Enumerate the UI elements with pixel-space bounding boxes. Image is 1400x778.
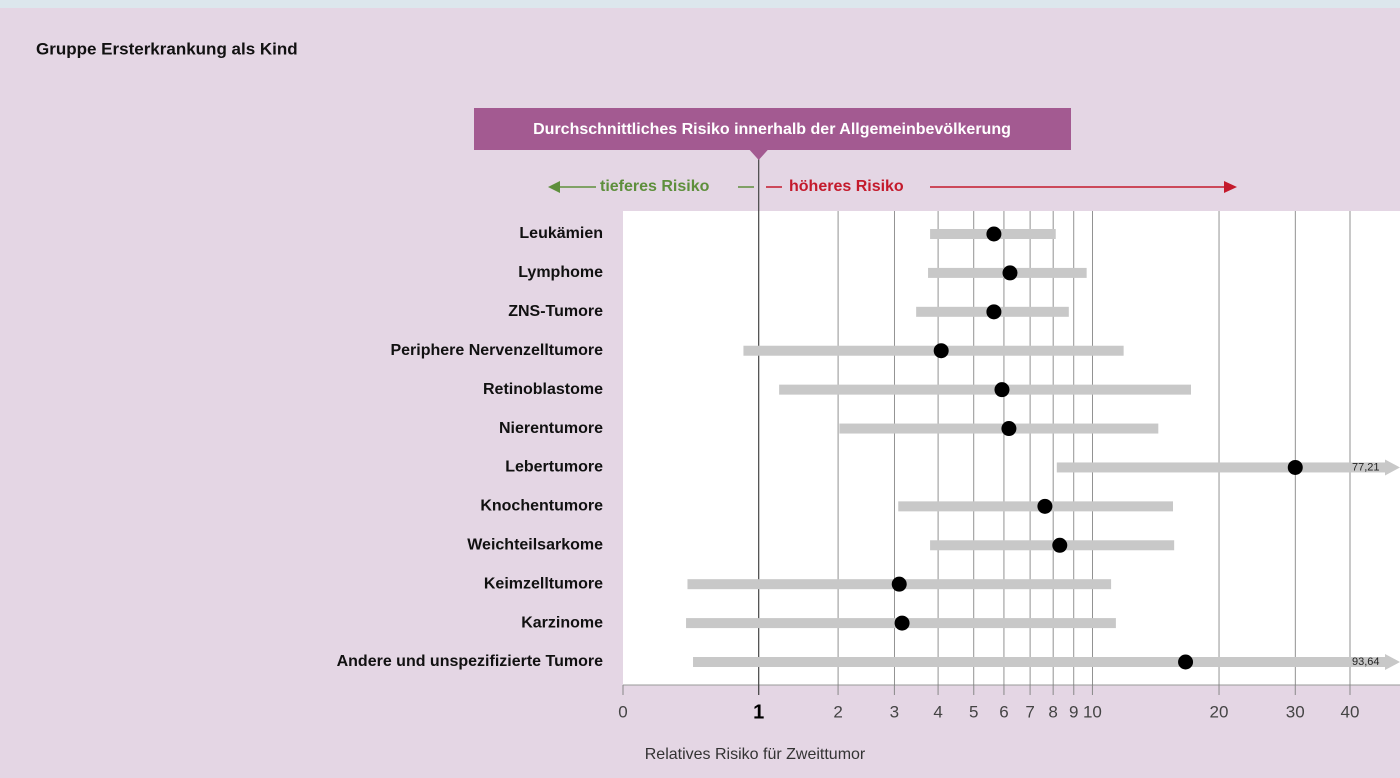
upper-label: 77,21	[1352, 461, 1380, 473]
category-label: Nierentumore	[499, 420, 603, 437]
category-label: Leukämien	[519, 225, 603, 242]
point-estimate	[1178, 654, 1194, 670]
point-estimate	[986, 226, 1002, 242]
x-tick-label: 6	[999, 702, 1008, 721]
confidence-interval	[743, 345, 1124, 356]
confidence-interval	[839, 423, 1159, 434]
category-label: Lymphome	[518, 264, 603, 281]
category-label: Andere und unspezifizierte Tumore	[337, 653, 604, 670]
higher-arrowhead	[1224, 181, 1237, 193]
x-axis-label: Relatives Risiko für Zweittumor	[645, 746, 866, 763]
point-estimate	[994, 382, 1010, 398]
x-tick-label: 40	[1341, 702, 1360, 721]
x-tick-label: 7	[1025, 702, 1034, 721]
point-estimate	[891, 576, 907, 592]
x-tick-label: 30	[1286, 702, 1305, 721]
lower-arrowhead	[548, 181, 560, 193]
confidence-interval	[693, 657, 1385, 667]
x-tick-label: 5	[969, 702, 978, 721]
point-estimate	[1052, 537, 1068, 553]
reference-banner	[474, 108, 1071, 150]
x-tick-label: 10	[1083, 702, 1102, 721]
x-tick-label: 8	[1048, 702, 1057, 721]
x-tick-label: 1	[753, 701, 764, 723]
point-estimate	[933, 343, 949, 359]
lower-label: tieferes Risiko	[600, 178, 710, 195]
category-label: ZNS-Tumore	[508, 303, 603, 320]
overflow-arrow	[1385, 654, 1400, 670]
confidence-interval	[779, 384, 1192, 395]
reference-label: Durchschnittliches Risiko innerhalb der …	[533, 121, 1011, 138]
x-tick-label: 20	[1210, 702, 1229, 721]
x-tick-label: 3	[890, 702, 899, 721]
category-label: Retinoblastome	[483, 381, 603, 398]
upper-label: 93,64	[1352, 656, 1380, 668]
confidence-interval	[898, 501, 1173, 512]
point-estimate	[1287, 459, 1303, 475]
point-estimate	[1037, 498, 1053, 514]
category-label: Weichteilsarkome	[467, 536, 603, 553]
overflow-arrow	[1385, 459, 1400, 476]
x-tick-label: 9	[1069, 702, 1078, 721]
plot-area	[623, 211, 1400, 685]
category-label: Lebertumore	[505, 459, 603, 476]
category-label: Periphere Nervenzelltumore	[390, 342, 603, 359]
category-label: Karzinome	[521, 614, 603, 631]
category-label: Knochentumore	[480, 498, 603, 515]
point-estimate	[986, 304, 1002, 320]
higher-label: höheres Risiko	[789, 178, 904, 195]
x-tick-label: 4	[933, 702, 942, 721]
x-tick-label: 0	[618, 702, 627, 721]
x-tick-label: 2	[833, 702, 842, 721]
point-estimate	[1002, 265, 1018, 281]
confidence-interval	[1056, 462, 1385, 473]
category-label: Keimzelltumore	[484, 575, 603, 592]
chart-title: Gruppe Ersterkrankung als Kind	[36, 39, 298, 58]
banner-pointer	[749, 150, 768, 160]
confidence-interval	[930, 540, 1175, 551]
point-estimate	[894, 615, 910, 631]
point-estimate	[1001, 421, 1017, 437]
